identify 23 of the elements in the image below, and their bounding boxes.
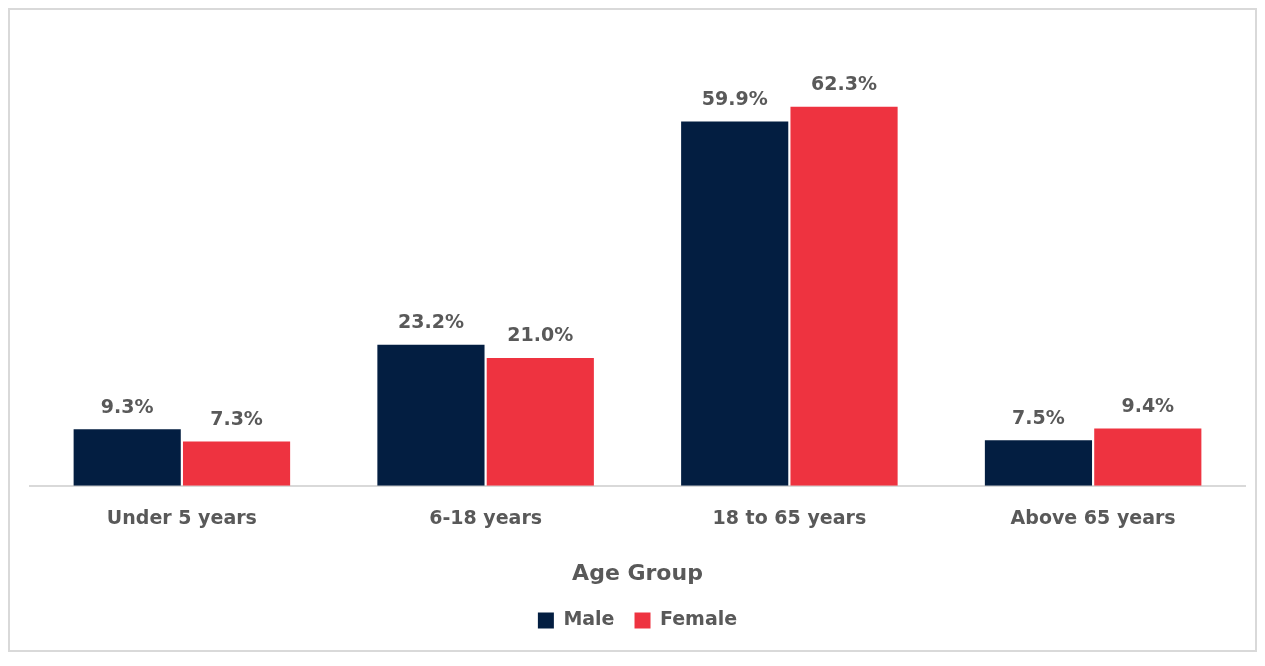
bar [984,440,1093,486]
bar [681,121,789,486]
x-tick-label: 18 to 65 years [712,506,867,529]
bar [1094,428,1202,486]
bar [790,106,898,486]
data-label: 59.9% [701,86,768,109]
legend-label: Male [563,607,615,630]
data-label: 9.3% [100,394,154,417]
x-axis-title: Age Group [572,559,703,585]
bar [486,358,594,486]
legend-label: Female [660,607,738,630]
data-label: 9.4% [1121,394,1175,417]
data-label: 21.0% [507,323,574,346]
bar [377,344,485,486]
bar [182,441,291,486]
data-label: 23.2% [397,310,464,333]
x-tick-label: Under 5 years [106,506,257,529]
x-tick-label: Above 65 years [1010,506,1176,529]
data-label: 7.5% [1012,405,1065,428]
data-label: 62.3% [811,72,878,95]
data-label: 7.3% [210,406,263,429]
x-tick-label: 6-18 years [429,506,543,529]
bar [73,429,181,486]
